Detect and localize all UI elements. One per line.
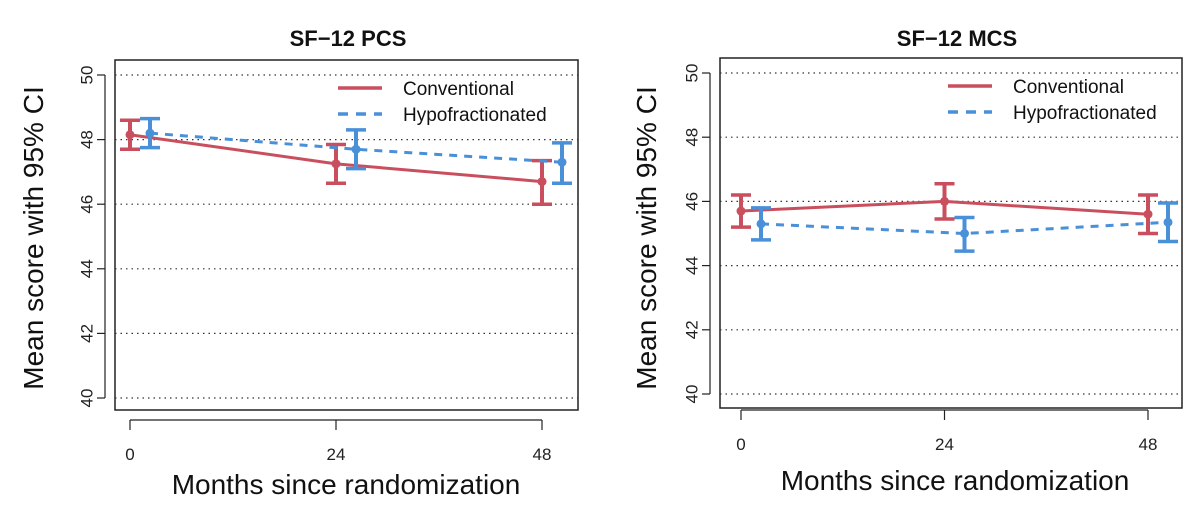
y-tick-label: 48	[77, 130, 96, 149]
x-axis-label: Months since randomization	[781, 465, 1130, 496]
y-tick-label: 48	[682, 128, 701, 147]
data-point	[557, 157, 567, 167]
y-tick-label: 42	[682, 320, 701, 339]
y-tick-label: 40	[682, 385, 701, 404]
data-point	[145, 128, 155, 138]
legend: Conventional Hypofractionated	[948, 77, 1157, 124]
data-point	[736, 206, 746, 216]
y-tick-label: 42	[77, 324, 96, 343]
data-point	[940, 196, 949, 206]
y-tick-label: 46	[77, 195, 96, 214]
series-lines	[731, 181, 1178, 253]
x-axis-label: Months since randomization	[172, 469, 521, 500]
y-tick-label: 40	[77, 389, 96, 408]
x-tick-label: 48	[1139, 435, 1158, 454]
grid-lines	[115, 74, 578, 399]
series-line-hypofractionated	[760, 220, 1169, 236]
series-lines	[120, 116, 572, 206]
x-tick-label: 0	[125, 445, 134, 464]
y-tick-label: 46	[682, 192, 701, 211]
y-tick-label: 50	[77, 66, 96, 85]
legend-label: Hypofractionated	[403, 105, 547, 126]
legend-label: Hypofractionated	[1013, 103, 1157, 124]
y-tick-label: 44	[682, 256, 701, 275]
y-axis-label: Mean score with 95% CI	[18, 86, 49, 389]
data-point	[125, 130, 135, 140]
x-tick-label: 0	[736, 435, 745, 454]
axes: 40 42 44 46 48 50 0 24 48	[682, 64, 1157, 454]
data-point	[331, 159, 341, 169]
data-point	[756, 219, 766, 229]
x-tick-label: 24	[935, 435, 954, 454]
chart-panel-mcs: SF−12 MCS 40 42 44 46 48 50 0 24 48 Conventional…	[631, 26, 1183, 496]
data-point	[351, 144, 361, 154]
y-axis-label: Mean score with 95% CI	[631, 86, 662, 389]
y-tick-label: 44	[77, 259, 96, 278]
grid-lines	[720, 72, 1182, 395]
y-tick-label: 50	[682, 64, 701, 83]
chart-title: SF−12 MCS	[897, 26, 1017, 51]
data-point	[960, 229, 969, 238]
chart-panel-pcs: SF−12 PCS 40 42 44 46 48 50 0 24 48 Conventional…	[18, 26, 579, 500]
x-tick-label: 24	[327, 445, 346, 464]
plot-frame	[719, 57, 1183, 409]
legend-label: Conventional	[403, 79, 514, 100]
legend: Conventional Hypofractionated	[338, 79, 547, 126]
x-tick-label: 48	[533, 445, 552, 464]
data-point	[537, 177, 547, 187]
chart-title: SF−12 PCS	[290, 26, 407, 51]
data-point	[1163, 217, 1173, 227]
legend-label: Conventional	[1013, 77, 1124, 98]
axes: 40 42 44 46 48 50 0 24 48	[77, 66, 551, 464]
data-point	[1143, 209, 1153, 219]
plot-frame	[114, 59, 579, 411]
